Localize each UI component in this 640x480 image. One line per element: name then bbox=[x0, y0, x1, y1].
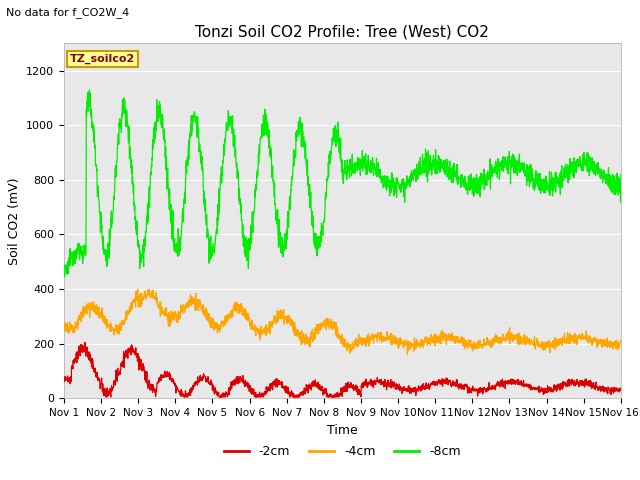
Text: No data for f_CO2W_4: No data for f_CO2W_4 bbox=[6, 7, 130, 18]
Legend: -2cm, -4cm, -8cm: -2cm, -4cm, -8cm bbox=[219, 440, 466, 463]
Y-axis label: Soil CO2 (mV): Soil CO2 (mV) bbox=[8, 177, 20, 264]
Text: TZ_soilco2: TZ_soilco2 bbox=[70, 54, 135, 64]
X-axis label: Time: Time bbox=[327, 424, 358, 437]
Title: Tonzi Soil CO2 Profile: Tree (West) CO2: Tonzi Soil CO2 Profile: Tree (West) CO2 bbox=[195, 24, 490, 39]
